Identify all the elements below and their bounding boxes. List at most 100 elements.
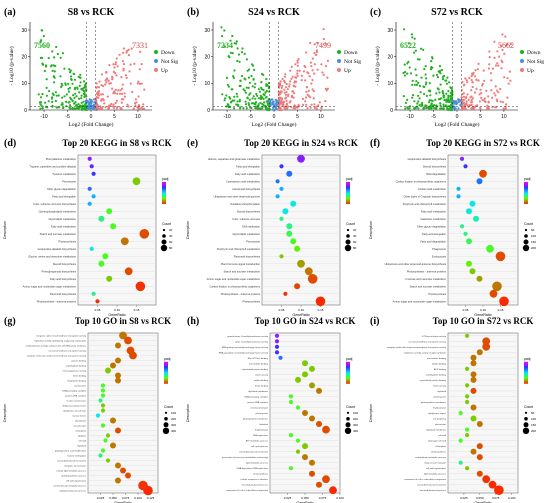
volcano-point	[69, 75, 73, 78]
volcano-point	[259, 94, 262, 97]
x-axis-label: Log2 (Fold Change)	[69, 121, 114, 128]
legend-swatch	[520, 68, 524, 72]
data-point	[132, 177, 141, 186]
volcano-point	[500, 67, 503, 70]
data-point	[98, 260, 105, 267]
y-tick-label: 0	[390, 108, 393, 114]
volcano-point	[83, 85, 86, 88]
volcano-point	[424, 65, 427, 68]
category-label: protein-DNA complex	[247, 401, 269, 404]
volcano-point	[125, 76, 128, 79]
category-label: Fatty acid biosynthesis	[50, 277, 77, 281]
volcano-point	[423, 68, 426, 71]
x-tick-label: 0.15	[318, 308, 324, 312]
volcano-point	[229, 51, 233, 54]
data-point	[294, 283, 301, 290]
volcano-point	[483, 79, 486, 82]
volcano-point	[142, 103, 145, 106]
volcano-point	[113, 90, 116, 93]
volcano-point	[69, 104, 72, 107]
category-label: Amino sugar and nucleotide sugar metabol…	[393, 299, 446, 303]
volcano-point	[489, 72, 493, 75]
volcano-point	[501, 60, 504, 64]
volcano-point	[137, 104, 141, 107]
category-label: Glycerophospholipid metabolism	[39, 209, 76, 213]
volcano-point	[447, 90, 450, 93]
x-tick-label: 0.050	[301, 496, 309, 500]
y-axis-label: - Log10 (p-value)	[374, 46, 381, 85]
up-count: 7499	[315, 41, 331, 50]
x-axis-label: Log2 (Fold Change)	[435, 121, 480, 128]
data-point	[100, 423, 106, 428]
volcano-point	[305, 96, 308, 99]
volcano-point	[245, 107, 248, 110]
category-label: apoplast	[78, 435, 87, 438]
volcano-point	[467, 98, 470, 101]
volcano-point	[290, 65, 293, 68]
count-legend-dot	[162, 427, 170, 434]
category-label: calcium binding	[71, 361, 87, 363]
volcano-point	[305, 103, 308, 106]
volcano-point	[226, 83, 229, 86]
volcano-point	[436, 76, 440, 79]
volcano-point	[438, 91, 441, 94]
data-point	[309, 415, 315, 422]
volcano-point	[441, 92, 444, 95]
volcano-point	[82, 100, 85, 103]
volcano-point	[125, 51, 128, 54]
padj-legend-title: padj	[346, 177, 353, 181]
count-legend-dot	[523, 422, 529, 428]
data-point	[465, 433, 470, 438]
data-point	[295, 405, 301, 410]
data-point	[459, 156, 465, 161]
volcano-point	[313, 72, 316, 75]
volcano-point	[406, 106, 409, 109]
volcano-point	[70, 78, 73, 81]
category-label: Oxidative phosphorylation	[230, 202, 260, 206]
volcano-point	[416, 102, 419, 105]
volcano-point	[126, 103, 129, 106]
data-point	[456, 186, 461, 191]
volcano-point	[140, 82, 143, 85]
data-point	[499, 296, 509, 307]
volcano-point	[236, 100, 239, 103]
volcano-point	[45, 78, 48, 81]
volcano-point	[501, 101, 504, 104]
volcano-point	[456, 102, 459, 105]
category-label: chloroplast	[435, 445, 446, 448]
volcano-point	[105, 81, 108, 84]
data-point	[476, 470, 483, 477]
volcano-point	[220, 26, 223, 29]
data-point	[482, 337, 491, 346]
category-label: Photosynthesis	[58, 239, 76, 243]
volcano-point	[502, 107, 505, 110]
volcano-point	[439, 69, 442, 72]
count-legend-label: 200	[531, 246, 536, 250]
volcano-point	[61, 103, 64, 106]
volcano-point	[221, 35, 224, 38]
volcano-point	[304, 100, 307, 103]
volcano-point	[469, 96, 472, 99]
volcano-point	[271, 98, 274, 101]
data-point	[91, 194, 96, 199]
volcano-point	[251, 63, 254, 66]
volcano-point	[488, 56, 491, 59]
volcano-point	[75, 104, 78, 107]
legend-swatch	[520, 50, 524, 54]
x-tick-label: 0.025	[284, 496, 292, 500]
volcano-point	[225, 76, 229, 79]
category-label: lipid metabolic process	[246, 462, 269, 465]
volcano-point	[281, 84, 284, 88]
volcano-point	[497, 91, 500, 94]
volcano-point	[45, 105, 48, 109]
volcano-point	[47, 100, 50, 103]
category-label: Fatty acid elongation	[52, 194, 76, 198]
volcano-point	[289, 69, 292, 72]
volcano-point	[482, 69, 485, 72]
x-tick-label: 0.075	[122, 496, 130, 500]
volcano-point	[114, 61, 117, 64]
volcano-point	[429, 106, 432, 109]
y-tick-label: 30	[204, 28, 210, 34]
legend-label: Up	[161, 68, 168, 74]
count-legend-dot	[524, 234, 528, 238]
